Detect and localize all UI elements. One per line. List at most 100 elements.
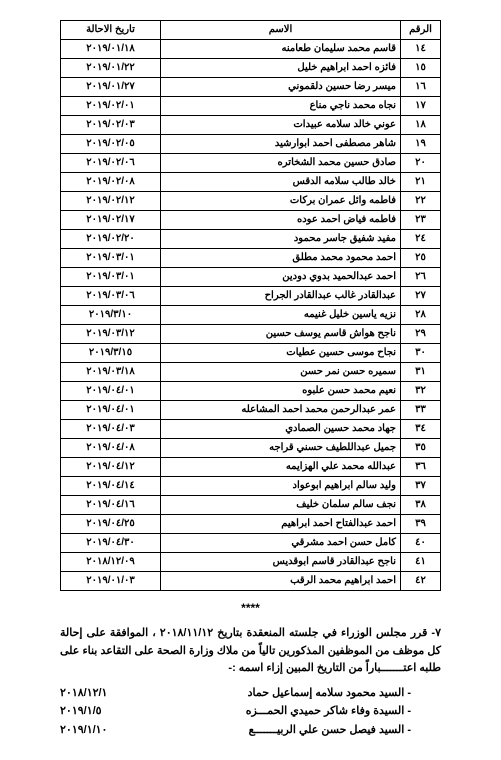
cell-num: ٣٦ [401, 458, 441, 477]
cell-date: ٢٠١٩/٠٢/١٧ [61, 211, 161, 230]
separator: **** [60, 601, 441, 615]
cell-name: خالد طالب سلامه الدقس [161, 173, 401, 192]
employee-list: - السيد محمود سلامه إسماعيل حماد٢٠١٨/١٢/… [60, 684, 411, 740]
table-row: ٢٥احمد محمود محمد مطلق٢٠١٩/٠٣/٠١ [61, 249, 441, 268]
cell-num: ٣٩ [401, 515, 441, 534]
retirement-table: الرقم الاسم تاريخ الاحالة ١٤قاسم محمد سل… [60, 20, 441, 591]
cell-date: ٢٠١٨/١٢/٠٩ [61, 553, 161, 572]
cell-name: سميره حسن نمر حسن [161, 363, 401, 382]
cell-name: صادق حسين محمد الشخاتره [161, 154, 401, 173]
table-row: ٢٦احمد عبدالحميد بدوي دودين٢٠١٩/٠٣/٠١ [61, 268, 441, 287]
cell-name: فائزه احمد ابراهيم خليل [161, 59, 401, 78]
cell-num: ٤٢ [401, 572, 441, 591]
cell-date: ٢٠١٩/٠٤/٠٣ [61, 420, 161, 439]
cell-date: ٢٠١٩/٠٢/١٢ [61, 192, 161, 211]
cell-name: عبدالله محمد علي الهزايمه [161, 458, 401, 477]
cell-date: ٢٠١٩/٠٢/٢٠ [61, 230, 161, 249]
cell-num: ١٥ [401, 59, 441, 78]
cell-name: كامل حسن احمد مشرقي [161, 534, 401, 553]
cell-date: ٢٠١٩/٠٣/٠١ [61, 249, 161, 268]
table-row: ٣٩احمد عبدالفتاح احمد ابراهيم٢٠١٩/٠٤/٢٥ [61, 515, 441, 534]
cell-name: نجاه محمد ناجي مناع [161, 97, 401, 116]
list-item-date: ٢٠١٨/١٢/١ [60, 684, 150, 703]
cell-date: ٢٠١٩/٠٢/٠١ [61, 97, 161, 116]
cell-name: نجف سالم سلمان خليف [161, 496, 401, 515]
cell-num: ٣٠ [401, 344, 441, 363]
cell-name: فاطمه فياض احمد عوده [161, 211, 401, 230]
cell-name: احمد ابراهيم محمد الرقب [161, 572, 401, 591]
cell-num: ١٧ [401, 97, 441, 116]
table-row: ٣٧وليد سالم ابراهيم ابوعواد٢٠١٩/٠٤/١٤ [61, 477, 441, 496]
th-num: الرقم [401, 21, 441, 40]
table-row: ٢٨نزيه ياسين خليل غنيمه٢٠١٩/٣/١٠ [61, 306, 441, 325]
cell-name: ناجح هواش قاسم يوسف حسين [161, 325, 401, 344]
cell-date: ٢٠١٩/٠٤/١٦ [61, 496, 161, 515]
cell-num: ٢٧ [401, 287, 441, 306]
table-row: ١٥فائزه احمد ابراهيم خليل٢٠١٩/٠١/٢٢ [61, 59, 441, 78]
cell-date: ٢٠١٩/٠٤/٢٥ [61, 515, 161, 534]
cell-name: احمد عبدالفتاح احمد ابراهيم [161, 515, 401, 534]
cell-date: ٢٠١٩/٠٣/٠١ [61, 268, 161, 287]
th-date: تاريخ الاحالة [61, 21, 161, 40]
cell-date: ٢٠١٩/٠١/٠٣ [61, 572, 161, 591]
table-row: ٤٢احمد ابراهيم محمد الرقب٢٠١٩/٠١/٠٣ [61, 572, 441, 591]
table-row: ١٧نجاه محمد ناجي مناع٢٠١٩/٠٢/٠١ [61, 97, 441, 116]
table-row: ٣٦عبدالله محمد علي الهزايمه٢٠١٩/٠٤/١٢ [61, 458, 441, 477]
cell-date: ٢٠١٩/٠٤/١٢ [61, 458, 161, 477]
cell-date: ٢٠١٩/٣/١٠ [61, 306, 161, 325]
cell-date: ٢٠١٩/٠١/١٨ [61, 40, 161, 59]
cell-date: ٢٠١٩/٠١/٢٧ [61, 78, 161, 97]
cell-date: ٢٠١٩/٠١/٢٢ [61, 59, 161, 78]
cell-num: ١٤ [401, 40, 441, 59]
cell-num: ٤١ [401, 553, 441, 572]
cell-name: جميل عبداللطيف حسني قراجه [161, 439, 401, 458]
table-row: ٤٠كامل حسن احمد مشرقي٢٠١٩/٠٤/٣٠ [61, 534, 441, 553]
cell-date: ٢٠١٩/٠٣/١٨ [61, 363, 161, 382]
cell-date: ٢٠١٩/٠٣/١٢ [61, 325, 161, 344]
list-item-date: ٢٠١٩/١/٥ [60, 702, 150, 721]
cell-name: قاسم محمد سليمان طعامنه [161, 40, 401, 59]
table-row: ٣٢نعيم محمد حسن علبوه٢٠١٩/٠٤/٠١ [61, 382, 441, 401]
cell-date: ٢٠١٩/٠٢/٠٦ [61, 154, 161, 173]
retirement-table-wrapper: الرقم الاسم تاريخ الاحالة ١٤قاسم محمد سل… [60, 20, 441, 591]
cell-date: ٢٠١٩/٠٢/٠٥ [61, 135, 161, 154]
cell-num: ٣٢ [401, 382, 441, 401]
cell-name: نزيه ياسين خليل غنيمه [161, 306, 401, 325]
cell-num: ٣٨ [401, 496, 441, 515]
cell-date: ٢٠١٩/٠٤/٠١ [61, 401, 161, 420]
cell-num: ٣٣ [401, 401, 441, 420]
table-row: ٤١ناجح عبدالقادر قاسم ابوقديس٢٠١٨/١٢/٠٩ [61, 553, 441, 572]
cell-date: ٢٠١٩/٠٣/٠٦ [61, 287, 161, 306]
list-item: - السيد محمود سلامه إسماعيل حماد٢٠١٨/١٢/… [60, 684, 411, 703]
cell-name: عوني خالد سلامه عبيدات [161, 116, 401, 135]
cell-date: ٢٠١٩/٠٢/٠٨ [61, 173, 161, 192]
cell-num: ٢٩ [401, 325, 441, 344]
cell-num: ٢١ [401, 173, 441, 192]
cell-num: ٣٤ [401, 420, 441, 439]
table-row: ٣٠نجاح موسى حسين عطيات٢٠١٩/٣/١٥ [61, 344, 441, 363]
list-item: - السيدة وفاء شاكر حميدي الحمـــزه٢٠١٩/١… [60, 702, 411, 721]
table-row: ١٤قاسم محمد سليمان طعامنه٢٠١٩/٠١/١٨ [61, 40, 441, 59]
cell-name: عمر عبدالرحمن محمد احمد المشاعله [161, 401, 401, 420]
list-item-name: - السيد محمود سلامه إسماعيل حماد [150, 684, 411, 703]
cell-date: ٢٠١٩/٠٤/٠١ [61, 382, 161, 401]
cell-num: ١٩ [401, 135, 441, 154]
table-row: ٢١خالد طالب سلامه الدقس٢٠١٩/٠٢/٠٨ [61, 173, 441, 192]
cell-name: احمد عبدالحميد بدوي دودين [161, 268, 401, 287]
cell-num: ٣٧ [401, 477, 441, 496]
cell-name: احمد محمود محمد مطلق [161, 249, 401, 268]
cell-num: ٢٤ [401, 230, 441, 249]
list-item-name: - السيد فيصل حسن علي الربيـــــــع [150, 721, 411, 740]
cell-num: ٢٨ [401, 306, 441, 325]
table-row: ٢٤مفيد شفيق جاسر محمود٢٠١٩/٠٢/٢٠ [61, 230, 441, 249]
table-row: ٣٣عمر عبدالرحمن محمد احمد المشاعله٢٠١٩/٠… [61, 401, 441, 420]
cell-num: ٢٠ [401, 154, 441, 173]
cell-num: ٢٦ [401, 268, 441, 287]
cell-name: نجاح موسى حسين عطيات [161, 344, 401, 363]
cell-name: نعيم محمد حسن علبوه [161, 382, 401, 401]
cell-num: ٢٢ [401, 192, 441, 211]
cell-date: ٢٠١٩/٠٤/٠٨ [61, 439, 161, 458]
table-row: ١٨عوني خالد سلامه عبيدات٢٠١٩/٠٢/٠٣ [61, 116, 441, 135]
cell-num: ٤٠ [401, 534, 441, 553]
list-item: - السيد فيصل حسن علي الربيـــــــع٢٠١٩/١… [60, 721, 411, 740]
